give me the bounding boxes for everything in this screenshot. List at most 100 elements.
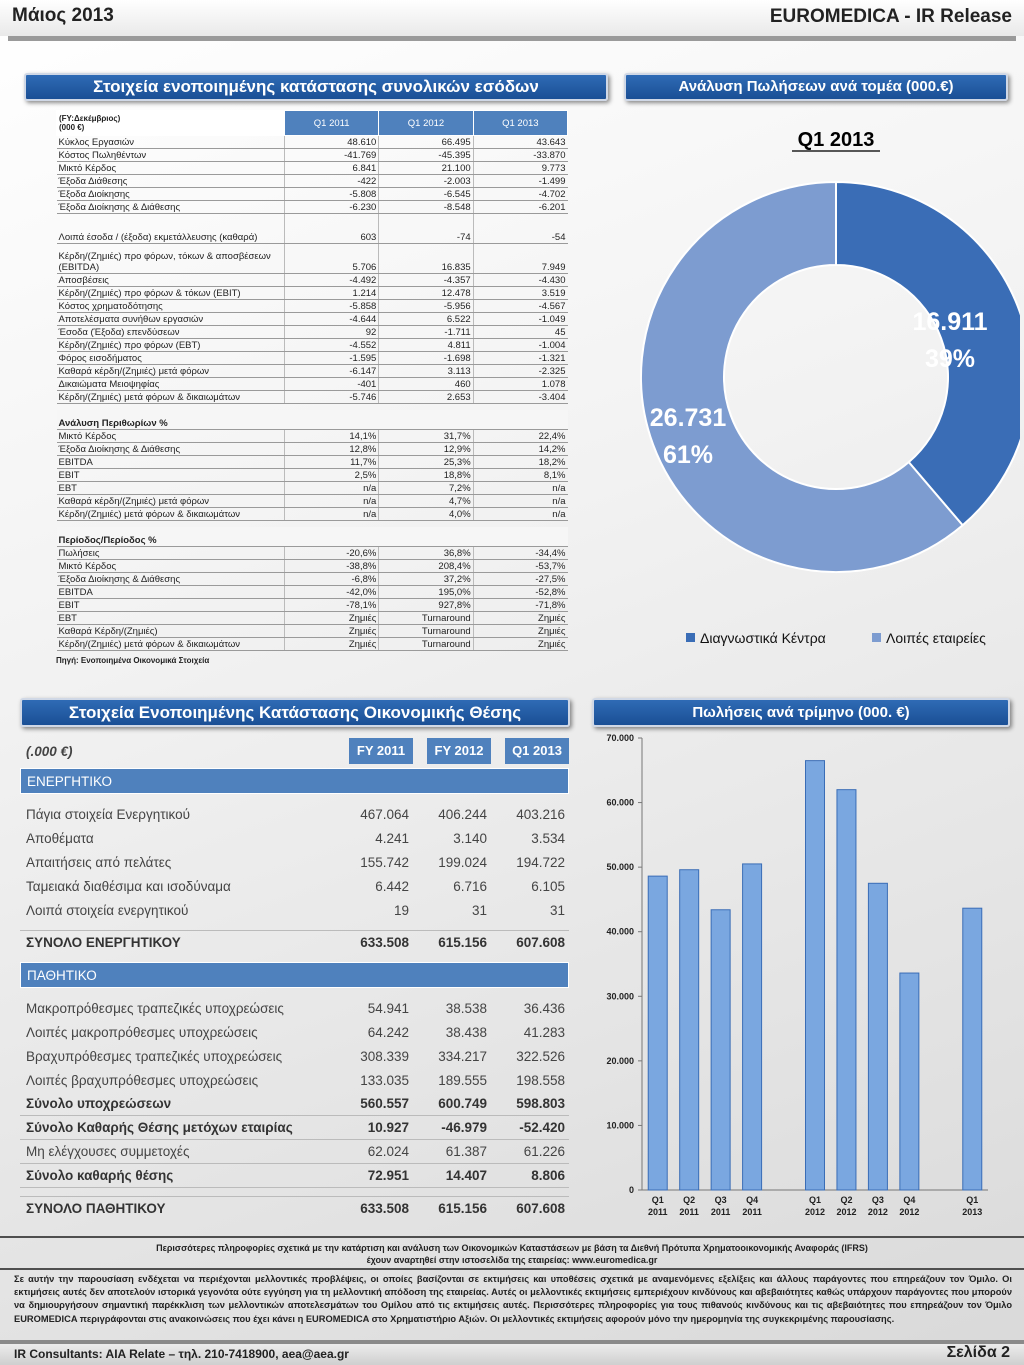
ir-contact: IR Consultants: AIA Relate – τηλ. 210-74… bbox=[14, 1347, 349, 1361]
y-tick-label: 20.000 bbox=[606, 1056, 634, 1066]
income-col-header: Q1 2012 bbox=[378, 110, 474, 136]
pie-percent-label: 39% bbox=[925, 345, 975, 373]
income-row-value: 460 bbox=[378, 377, 474, 391]
income-unit-label: (000 €) bbox=[59, 123, 85, 132]
income-row-label: Κέρδη/(Ζημιές) προ φόρων, τόκων & αποσβέ… bbox=[56, 243, 285, 274]
liability-row: Λοιπές μακροπρόθεσμες υποχρεώσεις 64.242 3… bbox=[20, 1020, 569, 1044]
liabilities-grand-total-row-value: 633.508 bbox=[360, 1201, 409, 1216]
margin-row-value: n/a bbox=[283, 481, 379, 495]
balance-col-header: Q1 2013 bbox=[505, 738, 569, 764]
period-row: Έξοδα Διοίκησης & Διάθεσης -6,8% 37,2% -27,… bbox=[56, 572, 568, 586]
income-row-value: -74 bbox=[378, 213, 474, 244]
liability-row-value: 322.526 bbox=[516, 1048, 565, 1064]
minority-row-label: Μη ελέγχουσες συμμετοχές bbox=[26, 1144, 190, 1159]
margin-row-label: EBIT bbox=[56, 468, 285, 482]
income-row: Μικτό Κέρδος 6.841 21.100 9.773 bbox=[56, 161, 568, 175]
period-row-label: Μικτό Κέρδος bbox=[56, 559, 285, 573]
equity-parent-row-value: -46.979 bbox=[441, 1120, 487, 1135]
period-row-value: Turnaround bbox=[378, 624, 474, 638]
equity-total-row-value: 14.407 bbox=[445, 1168, 487, 1183]
income-fy-label: (FY:Δεκέμβριος) bbox=[59, 114, 121, 123]
income-row-value: -45.395 bbox=[378, 148, 474, 162]
income-row-value: -5.746 bbox=[283, 390, 379, 404]
equity-total-row-value: 72.951 bbox=[367, 1168, 409, 1183]
balance-col-header: FY 2012 bbox=[427, 738, 491, 764]
period-row-value: Ζημιές bbox=[283, 611, 379, 625]
minority-row-value: 61.226 bbox=[523, 1144, 565, 1159]
income-row: Αποτελέσματα συνήθων εργασιών -4.644 6.522… bbox=[56, 312, 568, 326]
income-row-label: Κόστος Πωληθέντων bbox=[56, 148, 285, 162]
income-row-value: 3.113 bbox=[378, 364, 474, 378]
income-row-label: Δικαιώματα Μειοψηφίας bbox=[56, 377, 285, 391]
minority-row-value: 61.387 bbox=[445, 1144, 487, 1159]
y-tick-label: 60.000 bbox=[606, 798, 634, 808]
period-row-label: Κέρδη/(Ζημιές) μετά φόρων & δικαιωμάτων bbox=[56, 637, 285, 651]
asset-row-value: 6.442 bbox=[375, 878, 409, 894]
asset-row-label: Αποθέματα bbox=[26, 830, 94, 846]
margin-row-label: Έξοδα Διοίκησης & Διάθεσης bbox=[56, 442, 285, 456]
legend-swatch bbox=[872, 633, 881, 642]
balance-col-header: FY 2011 bbox=[349, 738, 413, 764]
income-row-value: 5.706 bbox=[283, 243, 379, 274]
margin-row-value: 25,3% bbox=[378, 455, 474, 469]
bar bbox=[899, 972, 920, 1191]
margin-row-value: 12,9% bbox=[378, 442, 474, 456]
footer-divider-top bbox=[0, 1236, 1024, 1238]
income-row-value: -5.808 bbox=[283, 187, 379, 201]
income-row-label: Κέρδη/(Ζημιές) μετά φόρων & δικαιωμάτων bbox=[56, 390, 285, 404]
period-row-value: 195,0% bbox=[378, 585, 474, 599]
liability-row-value: 38.438 bbox=[445, 1024, 487, 1040]
income-row-value: 16.835 bbox=[378, 243, 474, 274]
period-row-value: -78,1% bbox=[283, 598, 379, 612]
liability-row-value: 308.339 bbox=[360, 1048, 409, 1064]
income-section-title: Περίοδος/Περίοδος % bbox=[56, 526, 568, 547]
liabilities-total-row-label: Σύνολο υποχρεώσεων bbox=[26, 1096, 172, 1111]
income-row: Κέρδη/(Ζημιές) προ φόρων, τόκων & αποσβέ… bbox=[56, 243, 568, 274]
income-row: Έξοδα Διοίκησης -5.808 -6.545 -4.702 bbox=[56, 187, 568, 201]
income-row: Κύκλος Εργασιών 48.610 66.495 43.643 bbox=[56, 135, 568, 149]
liability-row-label: Μακροπρόθεσμες τραπεζικές υποχρεώσεις bbox=[26, 1000, 284, 1016]
header-title: EUROMEDICA - IR Release bbox=[769, 6, 1012, 27]
income-row-value: -4.567 bbox=[472, 299, 568, 313]
income-row-label: Φόρος εισοδήματος bbox=[56, 351, 285, 365]
asset-row: Αποθέματα 4.241 3.140 3.534 bbox=[20, 826, 569, 850]
liability-row: Βραχυπρόθεσμες τραπεζικές υποχρεώσεις 308… bbox=[20, 1044, 569, 1068]
period-row-value: -34,4% bbox=[472, 546, 568, 560]
margin-row-value: n/a bbox=[472, 494, 568, 508]
y-tick-label: 50.000 bbox=[606, 862, 634, 872]
liability-row-value: 133.035 bbox=[360, 1072, 409, 1088]
margin-row-label: EBT bbox=[56, 481, 285, 495]
income-row-value: 603 bbox=[283, 213, 379, 244]
margin-row-value: 11,7% bbox=[283, 455, 379, 469]
assets-total-row-value: 615.156 bbox=[438, 935, 487, 950]
income-row-value: -1.595 bbox=[283, 351, 379, 365]
period-row-value: Turnaround bbox=[378, 611, 474, 625]
balance-sheet: (.000 €) FY 2011 FY 2012 Q1 2013 ΕΝΕΡΓΗΤΙΚΟ Π… bbox=[20, 736, 569, 1220]
footer-ifrs-note: Περισσότερες πληροφορίες σχετικά με την … bbox=[0, 1242, 1024, 1266]
asset-row-value: 4.241 bbox=[375, 830, 409, 846]
margin-row-value: 2,5% bbox=[283, 468, 379, 482]
asset-row-value: 31 bbox=[471, 902, 487, 918]
asset-row-value: 6.716 bbox=[453, 878, 487, 894]
period-row-value: 208,4% bbox=[378, 559, 474, 573]
liability-row-label: Λοιπές βραχυπρόθεσμες υποχρεώσεις bbox=[26, 1072, 259, 1088]
liabilities-total-row-value: 598.803 bbox=[516, 1096, 565, 1111]
period-row-value: -42,0% bbox=[283, 585, 379, 599]
x-tick-quarter: Q4 bbox=[746, 1195, 758, 1205]
bar bbox=[867, 882, 888, 1191]
period-row: EBITDA -42,0% 195,0% -52,8% bbox=[56, 585, 568, 599]
margin-row: EBT n/a 7,2% n/a bbox=[56, 481, 568, 495]
liabilities-total-row-value: 600.749 bbox=[438, 1096, 487, 1111]
spacer bbox=[20, 922, 569, 930]
period-row-label: EBT bbox=[56, 611, 285, 625]
income-row-value: -5.956 bbox=[378, 299, 474, 313]
pie-slice bbox=[640, 180, 965, 573]
minority-row: Μη ελέγχουσες συμμετοχές 62.024 61.387 61.2… bbox=[20, 1140, 569, 1164]
income-col-header: Q1 2011 bbox=[283, 110, 380, 136]
income-row: Καθαρά κέρδη/(Ζημιές) μετά φόρων -6.147 3.… bbox=[56, 364, 568, 378]
margin-row: Κέρδη/(Ζημιές) μετά φόρων & δικαιωμάτων n… bbox=[56, 507, 568, 521]
income-row-value: -5.858 bbox=[283, 299, 379, 313]
income-row: Δικαιώματα Μειοψηφίας -401 460 1.078 bbox=[56, 377, 568, 391]
header-date: Μάιος 2013 bbox=[12, 5, 114, 26]
x-tick-quarter: Q1 bbox=[966, 1195, 978, 1205]
